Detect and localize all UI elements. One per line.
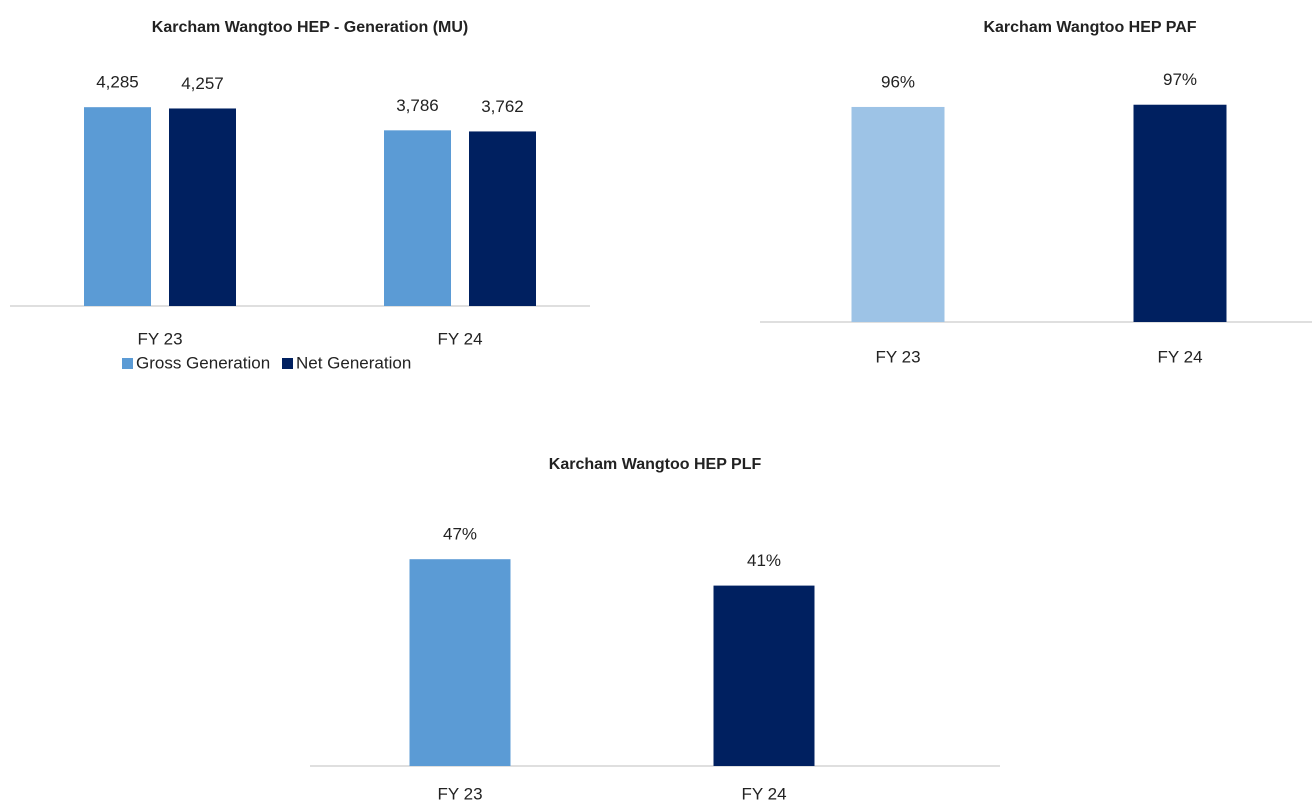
x-tick-label: FY 24 (437, 329, 482, 348)
chart-title: Karcham Wangtoo HEP - Generation (MU) (152, 19, 468, 36)
data-label: 41% (747, 551, 781, 570)
bar (84, 107, 151, 307)
x-tick-label: FY 23 (137, 329, 182, 348)
data-label: 4,285 (96, 73, 139, 92)
x-tick-label: FY 23 (875, 347, 920, 366)
x-tick-label: FY 23 (437, 784, 482, 803)
data-label: 3,762 (481, 97, 524, 116)
bar (384, 130, 451, 306)
x-tick-label: FY 24 (741, 784, 786, 803)
data-label: 96% (881, 72, 915, 91)
x-tick-label: FY 24 (1157, 347, 1202, 366)
data-label: 47% (443, 525, 477, 544)
data-label: 3,786 (396, 96, 439, 115)
bar (1133, 104, 1227, 322)
data-label: 4,257 (181, 74, 224, 93)
legend-swatch (122, 358, 133, 369)
chart-title: Karcham Wangtoo HEP PAF (983, 19, 1196, 36)
legend-label: Net Generation (296, 353, 411, 372)
bar (409, 559, 511, 766)
legend-label: Gross Generation (136, 353, 270, 372)
bar (169, 108, 236, 307)
bar (851, 106, 945, 323)
bar (469, 131, 536, 306)
chart-title: Karcham Wangtoo HEP PLF (549, 456, 762, 473)
data-label: 97% (1163, 70, 1197, 89)
bar (713, 585, 815, 766)
legend-swatch (282, 358, 293, 369)
